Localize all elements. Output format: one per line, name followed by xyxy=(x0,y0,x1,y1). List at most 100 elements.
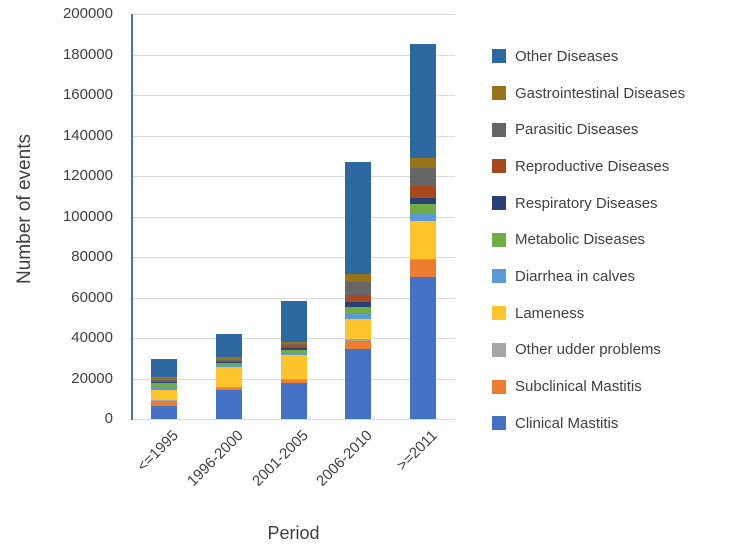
bar-segment-respiratory-diseases xyxy=(409,197,436,205)
bar-segment-diarrhea-in-calves xyxy=(409,214,436,222)
legend-item: Reproductive Diseases xyxy=(492,148,685,185)
legend-item: Clinical Mastitis xyxy=(492,405,685,442)
legend-label: Parasitic Diseases xyxy=(515,121,639,139)
bar-segment-other-udder-problems xyxy=(280,379,307,381)
y-tick-label: 0 xyxy=(104,410,113,428)
bar-segment-respiratory-diseases xyxy=(345,302,372,308)
bar-segment-lameness xyxy=(215,367,242,388)
bar-segment-reproductive-diseases xyxy=(151,380,178,382)
legend-swatch xyxy=(492,232,506,247)
y-tick-label: 20000 xyxy=(71,369,113,387)
y-tick-label: 80000 xyxy=(71,248,113,266)
bar-segment-parasitic-diseases xyxy=(151,379,178,381)
y-tick-label: 100000 xyxy=(62,207,113,225)
bar-segment-clinical-mastitis xyxy=(409,277,436,420)
x-axis-line xyxy=(132,419,455,421)
y-tick-label: 160000 xyxy=(62,86,113,104)
gridline xyxy=(132,54,455,56)
gridline xyxy=(132,95,455,97)
legend-swatch xyxy=(492,416,506,431)
y-axis-title: Number of events xyxy=(14,134,35,284)
legend-swatch xyxy=(492,269,506,284)
legend-swatch xyxy=(492,342,506,357)
bar-segment-other-diseases xyxy=(280,300,307,342)
bar-segment-subclinical-mastitis xyxy=(215,388,242,390)
bar-segment-metabolic-diseases xyxy=(409,204,436,215)
bar-segment-subclinical-mastitis xyxy=(280,380,307,384)
bar-segment-other-udder-problems xyxy=(409,258,436,261)
legend-label: Other Diseases xyxy=(515,47,619,65)
legend-swatch xyxy=(492,159,506,174)
bar-segment-other-udder-problems xyxy=(345,339,372,342)
bar-segment-parasitic-diseases xyxy=(345,282,372,296)
bar-segment-lameness xyxy=(280,355,307,380)
bar-segment-clinical-mastitis xyxy=(151,406,178,420)
bar-segment-parasitic-diseases xyxy=(409,167,436,187)
y-tick-label: 60000 xyxy=(71,288,113,306)
legend-swatch xyxy=(492,86,506,101)
legend-label: Respiratory Diseases xyxy=(515,194,658,212)
legend-item: Respiratory Diseases xyxy=(492,185,685,222)
legend-swatch xyxy=(492,49,506,64)
bar-segment-gastrointestinal-diseases xyxy=(345,274,372,283)
bar-segment-clinical-mastitis xyxy=(215,389,242,420)
bar-segment-subclinical-mastitis xyxy=(345,341,372,350)
bar-segment-other-udder-problems xyxy=(151,399,178,402)
legend-item: Metabolic Diseases xyxy=(492,221,685,258)
legend-item: Gastrointestinal Diseases xyxy=(492,75,685,112)
x-tick-label: 2006-2010 xyxy=(313,427,377,490)
bar-segment-metabolic-diseases xyxy=(280,349,307,353)
bar-segment-reproductive-diseases xyxy=(345,295,372,303)
bar-segment-diarrhea-in-calves xyxy=(345,313,372,319)
y-axis-line xyxy=(131,14,133,421)
x-tick-label: <=1995 xyxy=(134,427,183,476)
x-tick-label: >=2011 xyxy=(393,427,441,475)
bar-segment-gastrointestinal-diseases xyxy=(409,157,436,168)
bar-segment-respiratory-diseases xyxy=(151,381,178,383)
legend-label: Gastrointestinal Diseases xyxy=(515,84,686,102)
bar-segment-subclinical-mastitis xyxy=(409,260,436,278)
legend-item: Subclinical Mastitis xyxy=(492,368,685,405)
legend-label: Reproductive Diseases xyxy=(515,157,670,175)
bar-segment-metabolic-diseases xyxy=(215,362,242,365)
y-tick-label: 180000 xyxy=(62,45,113,63)
bar-segment-metabolic-diseases xyxy=(345,307,372,314)
bar-segment-diarrhea-in-calves xyxy=(151,386,178,390)
legend-item: Diarrhea in calves xyxy=(492,258,685,295)
legend-label: Diarrhea in calves xyxy=(515,267,636,285)
y-tick-label: 200000 xyxy=(62,5,113,22)
bar-segment-parasitic-diseases xyxy=(215,359,242,361)
y-tick-label: 120000 xyxy=(62,167,113,185)
bar-segment-gastrointestinal-diseases xyxy=(151,376,178,380)
x-axis-title: Period xyxy=(267,523,320,543)
bar-segment-diarrhea-in-calves xyxy=(280,352,307,356)
legend-swatch xyxy=(492,379,506,394)
bar-segment-gastrointestinal-diseases xyxy=(215,357,242,360)
y-tick-label: 40000 xyxy=(71,329,113,347)
bar-segment-reproductive-diseases xyxy=(280,345,307,348)
bar-segment-reproductive-diseases xyxy=(409,186,436,198)
bar-segment-metabolic-diseases xyxy=(151,383,178,387)
bar-segment-other-diseases xyxy=(215,334,242,358)
legend-swatch xyxy=(492,196,506,211)
legend-label: Metabolic Diseases xyxy=(515,231,646,249)
gridline xyxy=(132,14,455,15)
gridline xyxy=(132,216,455,218)
legend-swatch xyxy=(492,122,506,137)
x-tick-label: 1996-2000 xyxy=(184,427,247,490)
bar-segment-reproductive-diseases xyxy=(215,360,242,362)
bar-segment-subclinical-mastitis xyxy=(151,401,178,407)
legend: Other Diseases Gastrointestinal Diseases P… xyxy=(492,38,685,442)
gridline xyxy=(132,135,455,137)
bar-segment-respiratory-diseases xyxy=(280,347,307,350)
legend-item: Lameness xyxy=(492,295,685,332)
bar-segment-lameness xyxy=(345,318,372,340)
bar-segment-lameness xyxy=(151,389,178,400)
bar-segment-clinical-mastitis xyxy=(345,349,372,420)
y-tick-label: 140000 xyxy=(62,126,113,144)
gridline xyxy=(132,297,455,299)
bar-segment-other-udder-problems xyxy=(215,387,242,389)
bar-segment-clinical-mastitis xyxy=(280,383,307,420)
bar-segment-diarrhea-in-calves xyxy=(215,364,242,367)
